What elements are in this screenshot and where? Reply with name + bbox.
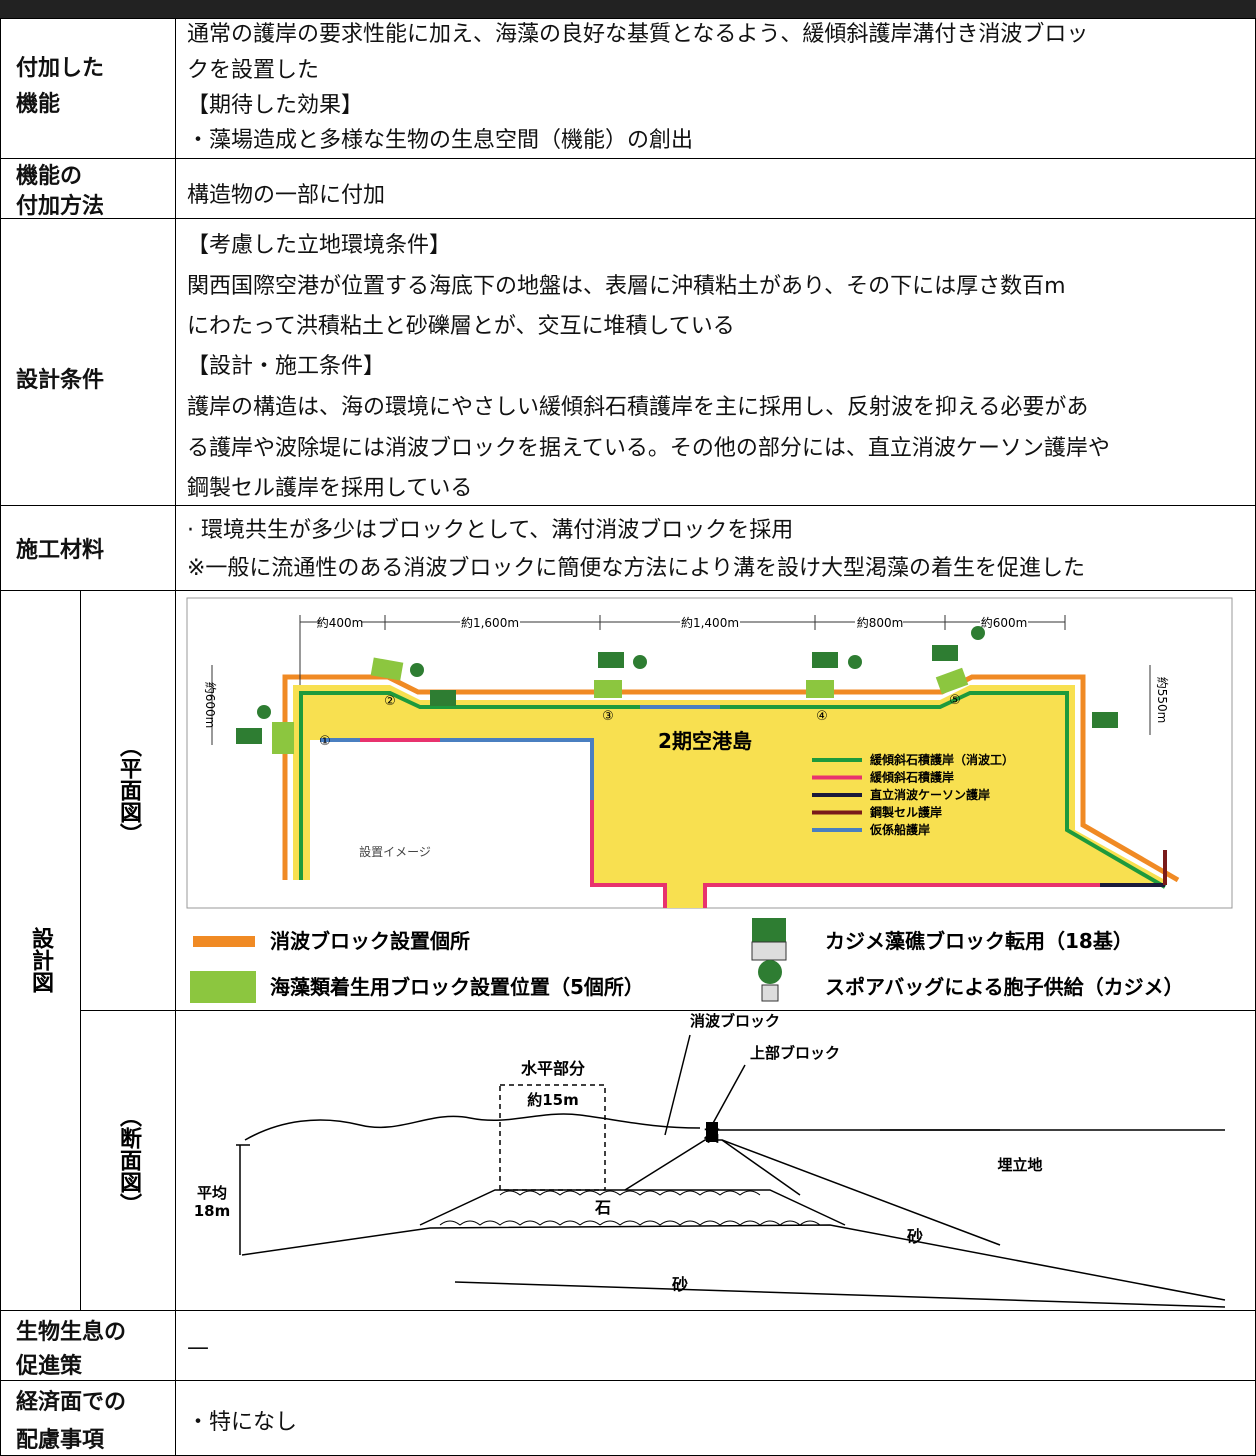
- section-label: 石: [703, 1126, 720, 1145]
- edge: [590, 800, 667, 908]
- cell-text: ・藻場造成と多様な生物の生息空間（機能）の創出: [187, 128, 694, 153]
- rule: [0, 590, 1256, 591]
- row-label: 付加した: [16, 56, 105, 81]
- row-label: 促進策: [16, 1354, 83, 1379]
- cell-text: 鋼製セル護岸を採用している: [187, 476, 473, 501]
- top-bar: [0, 0, 1256, 18]
- key-label: カジメ藻礁ブロック転用（18基）: [825, 929, 1133, 953]
- section-label: 18m: [194, 1202, 231, 1220]
- cell-text: 【設計・施工条件】: [187, 354, 386, 379]
- point: ①: [319, 734, 331, 749]
- key-label: 海藻類着生用ブロック設置位置（5個所）: [270, 975, 644, 999]
- seaweed-blocks: [272, 657, 969, 754]
- row-label: 付加方法: [16, 194, 105, 219]
- legend-label: 仮係船護岸: [869, 822, 930, 837]
- point: ⑤: [949, 693, 961, 708]
- upper-block: [706, 1122, 718, 1142]
- edge: [703, 883, 1100, 908]
- point: ②: [384, 694, 396, 709]
- caption: 設置イメージ: [359, 844, 431, 859]
- section-label: 砂: [907, 1227, 923, 1246]
- section-label: 石: [594, 1198, 611, 1217]
- cell-text: 関西国際空港が位置する海底下の地盤は、表層に沖積粘土があり、その下には厚さ数百m: [187, 274, 1066, 299]
- key-swatch: [193, 936, 255, 947]
- row-label: 機能の: [16, 164, 83, 189]
- dimension: 約600m: [203, 682, 218, 729]
- rule: [0, 158, 1256, 159]
- legend-label: 緩傾斜石積護岸: [870, 770, 954, 785]
- cell-text: ※一般に流通性のある消波ブロックに簡便な方法により溝を設け大型渇藻の着生を促進し…: [187, 556, 1085, 581]
- section-label: 約15m: [527, 1091, 579, 1109]
- island-label: 2期空港島: [658, 729, 752, 753]
- key-label: スポアバッグによる胞子供給（カジメ）: [825, 975, 1184, 999]
- green-edge: [299, 691, 1167, 889]
- row-label: 機能: [16, 92, 61, 117]
- dimension: 約800m: [857, 615, 904, 630]
- cell-text: · 環境共生が多少はブロックとして、溝付消波ブロックを採用: [187, 518, 794, 543]
- point: ③: [602, 709, 614, 724]
- cell-text: 通常の護岸の要求性能に加え、海藻の良好な基質となるよう、緩傾斜護岸溝付き消波ブロ…: [187, 22, 1089, 47]
- section-label: 埋立地: [997, 1156, 1042, 1174]
- dimension: 約1,600m: [461, 615, 519, 630]
- rule: [80, 590, 81, 1310]
- cell-text: クを設置した: [187, 58, 320, 83]
- rule: [175, 18, 176, 1456]
- kelp-icons: [236, 626, 1118, 744]
- key-label: 消波ブロック設置個所: [270, 929, 470, 953]
- cell-text: 【期待した効果】: [187, 93, 364, 118]
- section-label: 水平部分: [521, 1059, 585, 1078]
- rule: [0, 505, 1256, 506]
- section-label: 砂: [672, 1275, 688, 1294]
- edge: [440, 738, 594, 800]
- island: [293, 685, 1165, 908]
- cell-text: 構造物の一部に付加: [187, 183, 386, 208]
- legend-label: 緩傾斜石積護岸（消波工）: [870, 752, 1014, 767]
- dimension: 約400m: [317, 615, 364, 630]
- point: ④: [816, 709, 828, 724]
- cell-text: ・特になし: [187, 1410, 298, 1435]
- section-label: 消波ブロック: [690, 1012, 780, 1030]
- section-label: 平均: [197, 1184, 227, 1202]
- sub-label: （平面図）: [116, 735, 141, 845]
- sub-label: （断面図）: [116, 1105, 141, 1215]
- rule: [0, 1380, 1256, 1381]
- row-label: 生物生息の: [16, 1320, 127, 1345]
- rule: [0, 1310, 1256, 1311]
- cell-text: —: [187, 1335, 209, 1361]
- rule: [0, 18, 1256, 19]
- row-label: 配慮事項: [16, 1428, 105, 1453]
- key-swatch: [190, 971, 256, 1003]
- rule: [80, 1010, 1256, 1011]
- stones: [439, 1190, 821, 1226]
- row-label: 経済面での: [16, 1390, 127, 1415]
- dimension: 約600m: [981, 615, 1028, 630]
- key-icon: [758, 960, 782, 1002]
- section-drawing: [236, 1034, 1226, 1308]
- cell-text: 【考慮した立地環境条件】: [187, 233, 452, 258]
- row-label: 施工材料: [16, 538, 105, 563]
- dimension: 約1,400m: [681, 615, 739, 630]
- rule: [0, 18, 1, 1456]
- rule: [0, 218, 1256, 219]
- cell-text: る護岸や波除堤には消波ブロックを据えている。その他の部分には、直立消波ケーソン護…: [187, 436, 1110, 461]
- legend-label: 鋼製セル護岸: [869, 805, 942, 820]
- section-label: 上部ブロック: [750, 1044, 840, 1062]
- row-label: 設計図: [28, 927, 53, 993]
- cell-text: 護岸の構造は、海の環境にやさしい緩傾斜石積護岸を主に採用し、反射波を抑える必要が…: [187, 395, 1089, 420]
- dimension: 約550m: [1155, 677, 1170, 724]
- row-label: 設計条件: [16, 368, 105, 393]
- cell-text: にわたって洪積粘土と砂礫層とが、交互に堆積している: [187, 314, 735, 339]
- key-icon: [751, 918, 787, 961]
- legend-label: 直立消波ケーソン護岸: [870, 787, 990, 802]
